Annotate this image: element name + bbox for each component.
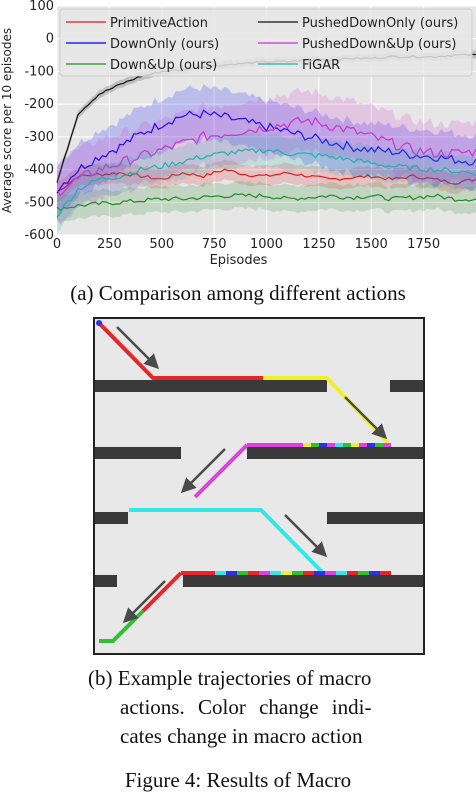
x-tick-label: 500 [149, 237, 174, 252]
y-tick-label: -100 [24, 64, 54, 79]
series-band [57, 180, 476, 224]
y-axis-label: Average score per 10 episodes [0, 28, 14, 213]
x-tick-label: 250 [97, 237, 122, 252]
series-line [56, 147, 476, 218]
trajectory-panel [93, 317, 425, 655]
y-tick-label: 0 [46, 32, 54, 47]
platform [95, 512, 128, 524]
start-point [96, 320, 102, 326]
y-tick-label: -500 [24, 195, 54, 210]
trajectory-diagram [95, 320, 423, 643]
y-tick-label: -300 [24, 130, 54, 145]
series-band [57, 159, 476, 203]
y-tick-label: -400 [24, 163, 54, 178]
platform [390, 380, 423, 392]
direction-arrow [180, 448, 226, 494]
x-tick-label: 1250 [302, 237, 335, 252]
caption-a: (a) Comparison among different actions [70, 281, 406, 305]
x-tick-label: 1750 [407, 237, 440, 252]
platform [183, 575, 423, 587]
trajectory-segment [99, 609, 145, 643]
trajectory-segment [141, 571, 183, 613]
trajectory-segment [129, 508, 325, 575]
legend-label: FiGAR [302, 58, 340, 73]
series-band [57, 132, 476, 234]
legend-label: PushedDown&Up (ours) [302, 37, 456, 52]
direction-arrow [284, 514, 328, 558]
direction-arrow [122, 580, 166, 624]
platform [95, 447, 181, 459]
direction-arrow [344, 396, 388, 440]
figure-footer: Figure 4: Results of Macro [124, 768, 352, 792]
legend-label: Down&Up (ours) [110, 58, 217, 73]
y-tick-label: 100 [29, 0, 54, 14]
x-tick-label: 750 [202, 237, 227, 252]
series-band [57, 84, 476, 220]
legend-label: PushedDownOnly (ours) [302, 16, 458, 31]
trajectory-segment [193, 443, 249, 499]
platform [327, 512, 423, 524]
score-chart: 0 250 500 750 1000 1250 1500 17501000-100-200-3… [0, 0, 476, 268]
platform [95, 575, 117, 587]
x-axis-label: Episodes [210, 253, 268, 268]
x-tick-label: 0 [53, 237, 61, 252]
platform [95, 380, 327, 392]
x-tick-label: 1500 [355, 237, 388, 252]
caption-b-line2: actions. Color change indi- [120, 695, 372, 719]
series-line [56, 116, 476, 197]
y-tick-label: -600 [24, 228, 54, 243]
trajectory-segment [97, 321, 263, 380]
direction-arrow [116, 326, 160, 370]
caption-b: (b) Example trajectories of macro action… [88, 664, 428, 751]
platform [247, 447, 423, 459]
caption-b-line1: (b) Example trajectories of macro [88, 666, 372, 690]
caption-b-line3: cates change in macro action [120, 724, 363, 748]
legend-label: DownOnly (ours) [110, 37, 219, 52]
y-tick-label: -200 [24, 97, 54, 112]
series-line [56, 193, 476, 212]
legend-label: PrimitiveAction [110, 16, 208, 31]
x-tick-label: 1000 [250, 237, 283, 252]
series-band [57, 88, 476, 225]
